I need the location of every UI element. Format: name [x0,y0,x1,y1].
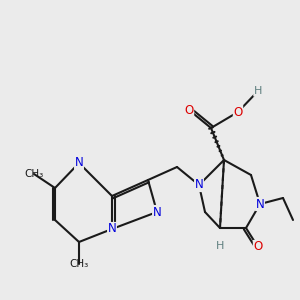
Text: N: N [75,157,83,169]
Text: N: N [256,197,264,211]
Text: CH₃: CH₃ [69,259,88,269]
Text: H: H [216,241,224,251]
Text: N: N [153,206,161,218]
Text: N: N [195,178,203,191]
Text: H: H [254,86,262,96]
Text: CH₃: CH₃ [24,169,44,179]
Text: N: N [108,223,116,236]
Text: O: O [184,103,194,116]
Text: O: O [254,241,262,254]
Text: O: O [233,106,243,118]
